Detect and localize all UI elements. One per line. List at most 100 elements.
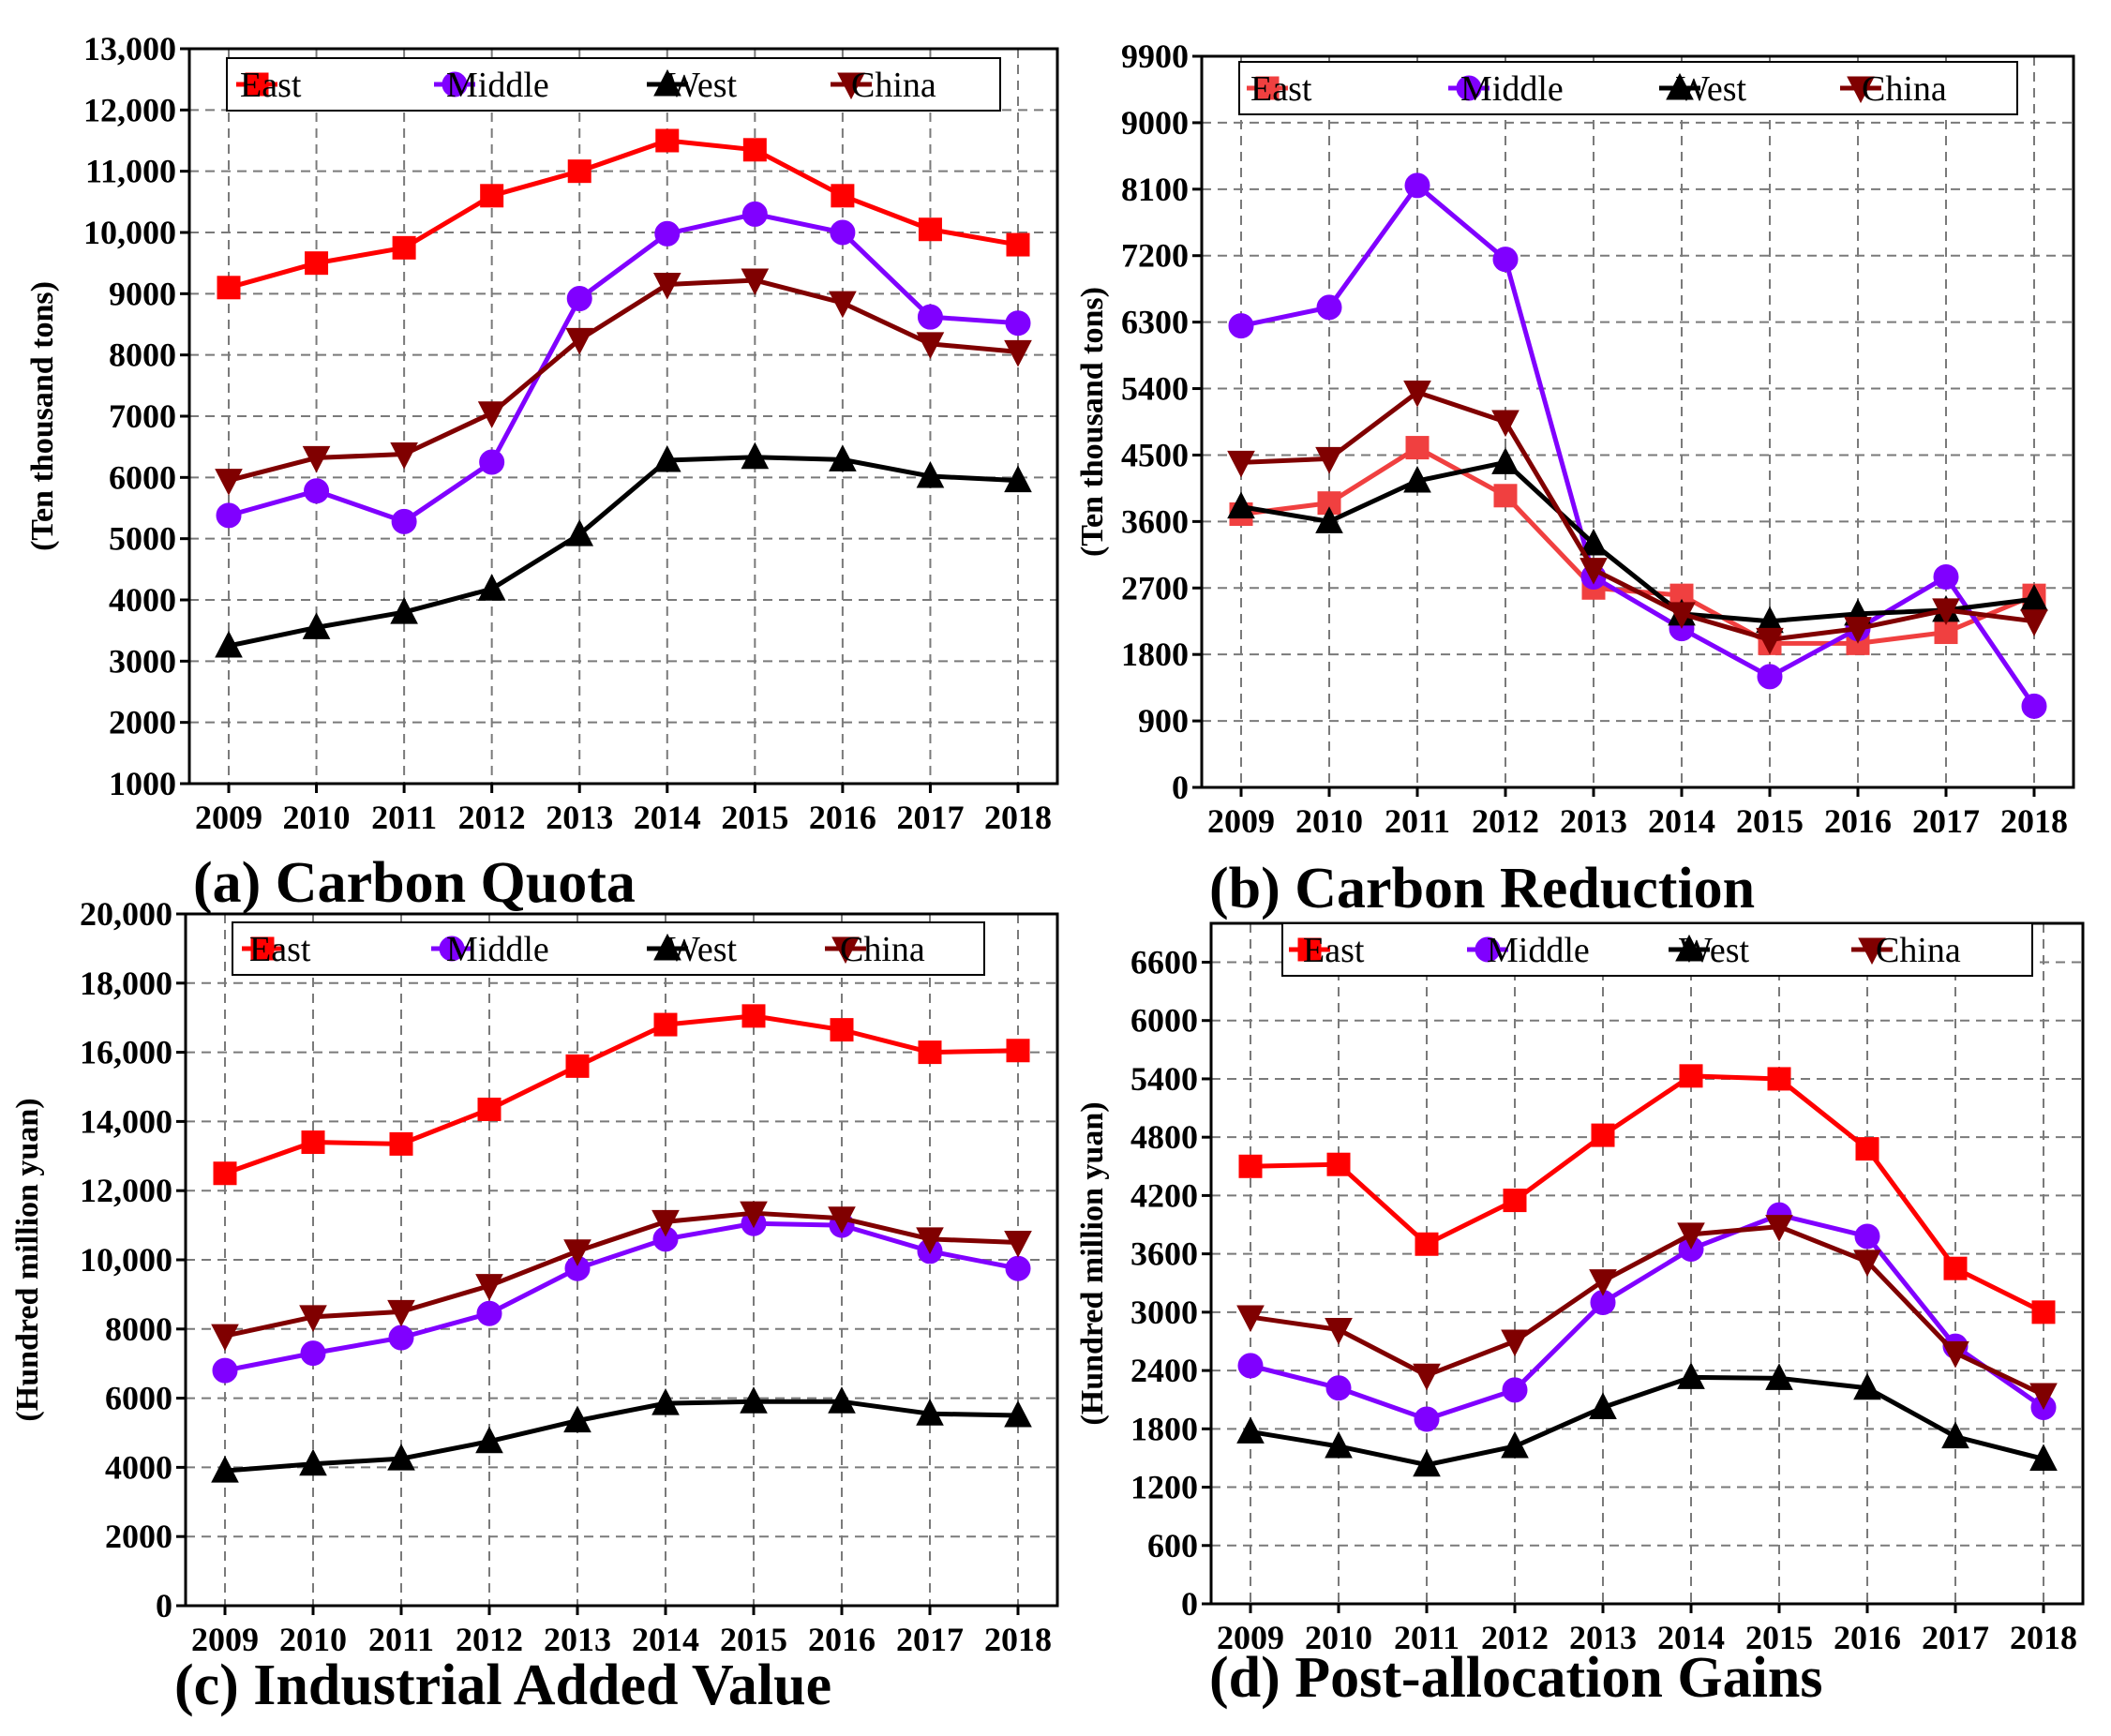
data-point-china	[302, 445, 331, 473]
data-point-china	[828, 1206, 856, 1234]
data-point-middle	[917, 304, 943, 330]
x-tick-label: 2014	[1648, 802, 1715, 840]
y-tick-label: 10,000	[80, 1241, 172, 1279]
legend-box	[1238, 61, 2018, 115]
data-point-west	[1315, 506, 1343, 533]
data-point-china	[1853, 1250, 1881, 1278]
data-point-west	[387, 1444, 415, 1471]
panel-caption: (a) Carbon Quota	[193, 851, 636, 915]
x-tick-label: 2015	[720, 1621, 787, 1658]
y-tick-label: 6300	[1121, 304, 1189, 341]
data-point-east	[1493, 484, 1518, 508]
data-point-china	[1491, 410, 1520, 438]
data-point-west	[299, 1448, 327, 1476]
data-point-middle	[654, 220, 681, 247]
data-point-east	[389, 1131, 413, 1156]
data-point-east	[830, 1018, 854, 1042]
data-point-east	[480, 184, 504, 208]
legend-label-middle: Middle	[1487, 931, 1590, 970]
data-point-china	[1315, 446, 1343, 474]
y-tick-label: 8000	[105, 1310, 172, 1348]
x-tick-label: 2014	[632, 1621, 699, 1658]
data-point-east	[918, 1040, 942, 1065]
data-point-east	[1679, 1064, 1703, 1088]
x-tick-label: 2013	[1560, 802, 1627, 840]
data-point-west	[1580, 528, 1608, 556]
data-point-china	[651, 1209, 680, 1237]
y-tick-label: 1000	[109, 765, 176, 802]
data-point-east	[741, 1004, 766, 1028]
data-point-east	[1943, 1256, 1968, 1280]
series-line-west	[1250, 1374, 2044, 1468]
y-tick-label: 18,000	[80, 965, 172, 1002]
x-tick-label: 2016	[809, 799, 876, 836]
data-point-west	[1004, 465, 1032, 493]
data-point-west	[1765, 1363, 1793, 1390]
y-tick-label: 7200	[1121, 237, 1189, 275]
y-tick-label: 8100	[1121, 171, 1189, 208]
legend-label-east: East	[1250, 69, 1312, 109]
data-point-west	[1853, 1372, 1881, 1400]
x-tick-label: 2018	[984, 799, 1052, 836]
data-point-east	[742, 138, 767, 162]
data-point-middle	[1492, 247, 1519, 273]
x-tick-label: 2017	[1912, 802, 1980, 840]
series-line-west	[228, 455, 1019, 649]
data-point-west	[916, 1399, 944, 1426]
data-point-east	[1238, 1154, 1263, 1178]
x-tick-label: 2011	[368, 1621, 434, 1658]
x-tick-label: 2016	[1834, 1619, 1901, 1656]
x-tick-label: 2012	[1472, 802, 1539, 840]
data-point-middle	[476, 1300, 502, 1326]
x-tick-label: 2010	[279, 1621, 347, 1658]
data-point-west	[1677, 1362, 1705, 1389]
y-tick-label: 8000	[109, 337, 176, 374]
series-line-east	[228, 138, 1019, 291]
x-tick-label: 2012	[458, 799, 526, 836]
x-tick-label: 2012	[456, 1621, 523, 1658]
data-point-west	[390, 596, 418, 624]
x-tick-label: 2009	[191, 1621, 259, 1658]
legend-label-china: China	[840, 930, 925, 969]
y-tick-label: 6000	[1130, 1002, 1198, 1040]
y-tick-label: 11,000	[85, 153, 176, 190]
y-tick-label: 2000	[109, 704, 176, 741]
data-point-east	[1591, 1123, 1615, 1147]
data-point-china	[1325, 1318, 1353, 1345]
data-point-china	[299, 1305, 327, 1332]
data-point-middle	[300, 1340, 326, 1367]
y-tick-label: 9000	[1121, 104, 1189, 142]
x-tick-label: 2011	[371, 799, 437, 836]
y-tick-label: 10,000	[83, 214, 176, 251]
data-point-west	[2029, 1444, 2058, 1471]
y-tick-label: 5000	[109, 520, 176, 558]
y-tick-label: 5400	[1121, 370, 1189, 408]
x-tick-label: 2010	[1295, 802, 1363, 840]
data-point-middle	[830, 219, 856, 246]
data-point-china	[565, 327, 594, 355]
data-point-west	[475, 1426, 503, 1454]
legend-marker-east	[1297, 937, 1322, 962]
x-tick-label: 2015	[721, 799, 788, 836]
x-tick-label: 2010	[1305, 1619, 1372, 1656]
data-point-east	[301, 1130, 325, 1155]
y-tick-label: 3000	[1130, 1294, 1198, 1331]
y-tick-label: 4200	[1130, 1176, 1198, 1214]
data-point-west	[302, 612, 331, 639]
x-tick-label: 2018	[984, 1621, 1052, 1658]
x-tick-label: 2012	[1481, 1619, 1549, 1656]
legend-label-west: West	[666, 66, 737, 105]
data-point-china	[1227, 450, 1255, 478]
y-tick-label: 5400	[1130, 1060, 1198, 1098]
x-tick-label: 2018	[2000, 802, 2068, 840]
data-point-east	[305, 251, 329, 276]
y-axis-label: (Hundred million yuan)	[1075, 1101, 1110, 1425]
data-point-west	[1227, 491, 1255, 519]
data-point-china	[1501, 1329, 1529, 1357]
data-point-east	[918, 217, 942, 242]
legend-marker-china	[1858, 937, 1886, 965]
data-point-china	[1580, 558, 1608, 585]
series-line-middle	[224, 1220, 1019, 1373]
legend-label-west: West	[666, 930, 737, 969]
series-line-west	[1240, 459, 2035, 624]
